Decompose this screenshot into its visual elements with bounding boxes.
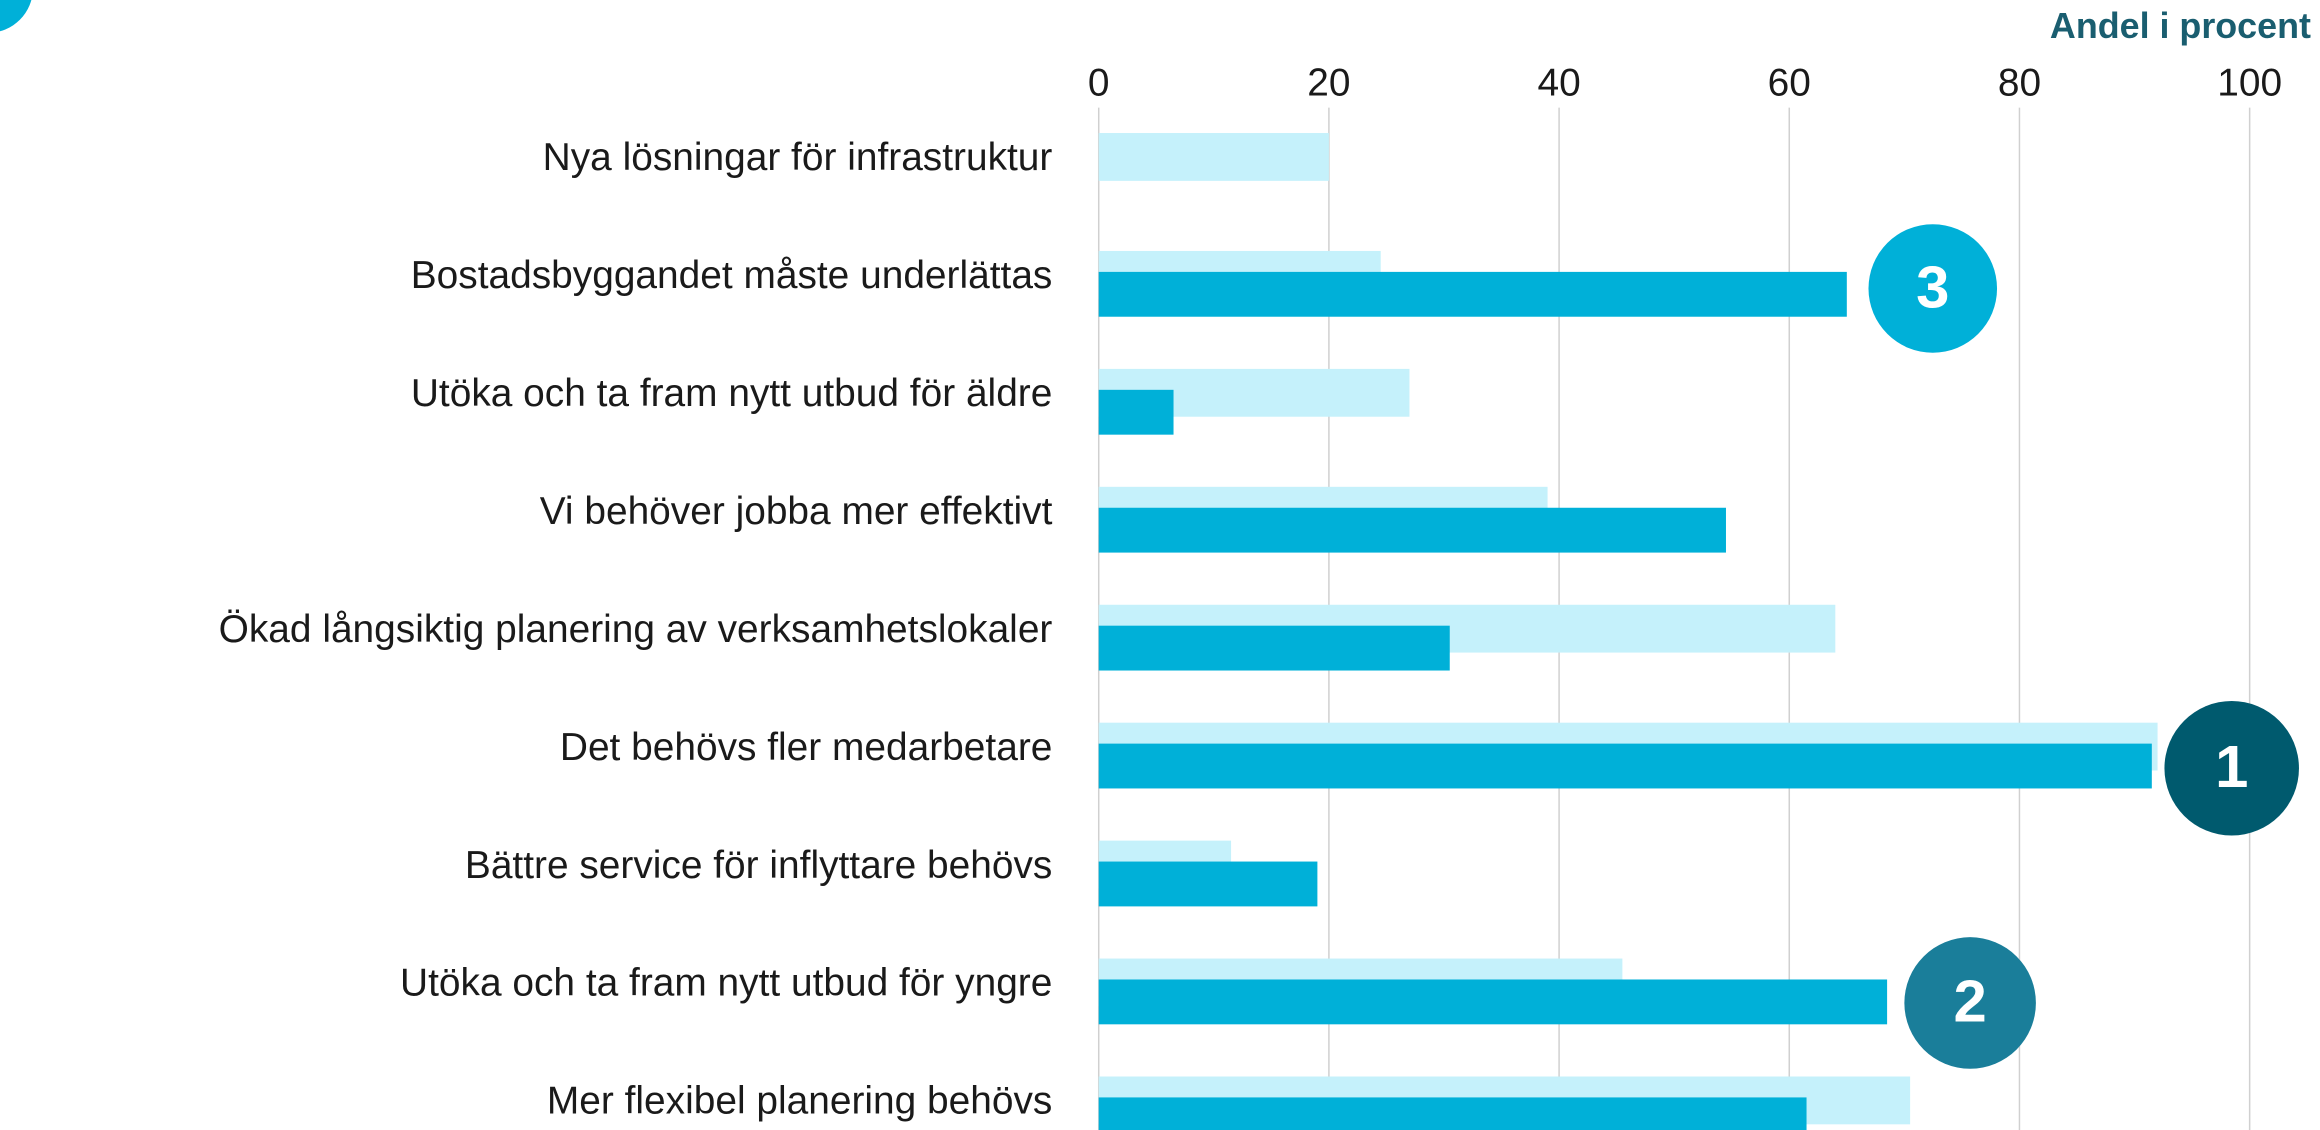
annotation-text: 3 <box>1916 253 1949 320</box>
x-tick-label: 80 <box>1998 61 2041 104</box>
annotation-badge <box>1868 224 1998 353</box>
bar <box>1098 979 1888 1025</box>
x-tick-label: 40 <box>1537 61 1580 104</box>
y-tick-label: Utöka och ta fram nytt utbud för äldre <box>411 372 1053 415</box>
bar <box>1098 861 1318 907</box>
y-tick-label: Ökad långsiktig planering av verksamhets… <box>219 608 1053 651</box>
annotation-text: 2 <box>1954 968 1987 1035</box>
y-tick-label: Det behövs fler medarbetare <box>560 726 1052 769</box>
bar <box>1098 743 2152 789</box>
y-tick-label: Bättre service för inflyttare behövs <box>465 844 1052 887</box>
y-tick-label: Vi behöver jobba mer effektivt <box>540 490 1053 533</box>
decor-circle <box>0 0 32 32</box>
annotation-badge <box>1904 937 2036 1069</box>
bar <box>1098 271 1847 317</box>
annotation-badge <box>2164 701 2299 836</box>
x-tick-label: 0 <box>1088 61 1110 104</box>
y-tick-label: Mer flexibel planering behövs <box>547 1080 1052 1123</box>
x-tick-label: 60 <box>1768 61 1811 104</box>
x-tick-label: 20 <box>1307 61 1350 104</box>
y-tick-label: Nya lösningar för infrastruktur <box>543 136 1053 179</box>
annotation-text: 1 <box>2215 733 2248 800</box>
bar <box>1098 133 1329 181</box>
axis-label: Andel i procent <box>2050 6 2311 46</box>
y-tick-label: Bostadsbyggandet måste underlättas <box>411 254 1053 297</box>
bar <box>1098 507 1726 553</box>
y-tick-label: Utöka och ta fram nytt utbud för yngre <box>400 962 1052 1005</box>
bar <box>1098 625 1450 671</box>
bar <box>1098 1097 1807 1130</box>
x-tick-label: 100 <box>2217 61 2282 104</box>
bar <box>1098 389 1174 435</box>
